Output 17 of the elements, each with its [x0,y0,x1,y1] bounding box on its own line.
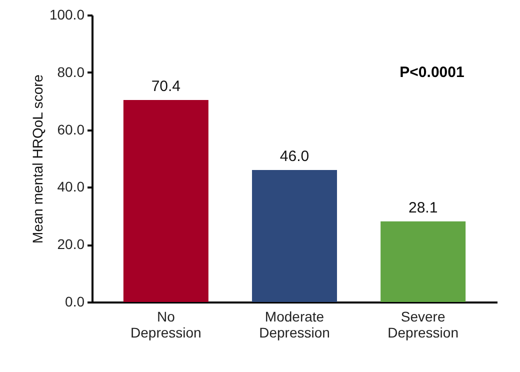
annotation: P<0.0001 [400,64,464,81]
y-tick-label: 100.0 [49,6,85,22]
y-tick-label: 80.0 [57,64,85,80]
x-tick-label: No Depression [130,308,202,340]
y-tick-label: 0.0 [65,294,85,310]
data-label: 70.4 [151,78,181,95]
data-label: 46.0 [280,148,310,165]
bar [252,170,337,302]
y-tick-label: 60.0 [57,121,85,138]
bar [123,100,208,302]
y-axis-title: Mean mental HRQoL score [29,74,46,244]
data-label: 28.1 [408,199,438,216]
y-tick-label: 40.0 [57,178,85,195]
y-tick-label: 20.0 [57,236,85,252]
bar [380,221,466,302]
x-tick-label: Moderate Depression [259,308,330,340]
x-tick-label: Severe Depression [388,308,458,340]
